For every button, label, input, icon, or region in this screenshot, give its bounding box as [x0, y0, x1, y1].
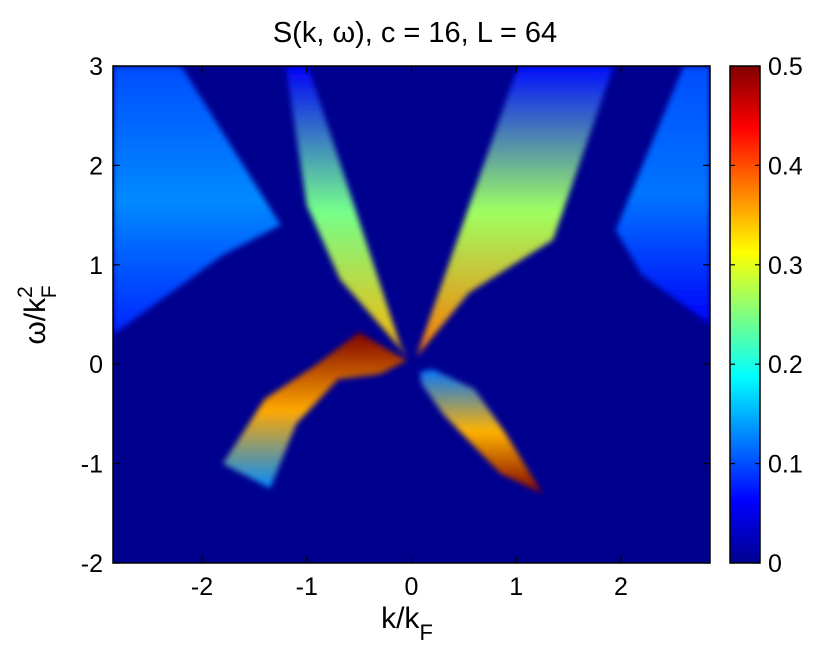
x-tick-label: -1 [296, 573, 318, 601]
colorbar-tick-label: 0 [768, 550, 782, 578]
x-tick-label: 2 [614, 573, 628, 601]
x-axis-label: k/kF [381, 602, 433, 645]
y-tick-label: 3 [89, 53, 103, 81]
region-outer-right-band [615, 66, 710, 325]
x-axis-label-base: k/k [381, 602, 420, 635]
y-axis-label-sup: 2 [14, 286, 37, 298]
region-upper-left-branch [285, 66, 408, 357]
x-tick-label: 0 [405, 573, 419, 601]
region-lower-left-arc [223, 332, 408, 489]
x-tick-label: 1 [509, 573, 523, 601]
y-axis-label-base: ω/k [19, 297, 52, 345]
chart-title: S(k, ω), c = 16, L = 64 [273, 17, 557, 49]
colorbar-tick-label: 0.2 [768, 351, 803, 379]
y-axis-label-sub: F [38, 285, 61, 298]
colorbar-tick-label: 0.1 [768, 451, 803, 479]
colorbar-tick-label: 0.5 [768, 53, 803, 81]
colorbar-ticks: 0 0.1 0.2 0.3 0.4 0.5 [730, 53, 803, 578]
y-tick-label: 2 [89, 152, 103, 180]
colorbar [729, 65, 761, 564]
y-tick-label: -1 [81, 451, 103, 479]
y-tick-label: 1 [89, 252, 103, 280]
region-outer-left-band [113, 66, 281, 335]
y-tick-label: -2 [81, 550, 103, 578]
x-tick-label: -2 [191, 573, 213, 601]
intensity-regions [113, 66, 710, 494]
x-ticks: -2 -1 0 1 2 [191, 66, 628, 601]
y-ticks: -2 -1 0 1 2 3 [81, 53, 710, 578]
y-tick-label: 0 [89, 351, 103, 379]
y-axis-label: ω/k2F [14, 285, 61, 344]
region-lower-right-arc [419, 369, 543, 494]
region-upper-right-branch [416, 66, 614, 357]
colorbar-tick-label: 0.4 [768, 152, 803, 180]
colorbar-tick-label: 0.3 [768, 252, 803, 280]
x-axis-label-sub: F [419, 620, 432, 645]
